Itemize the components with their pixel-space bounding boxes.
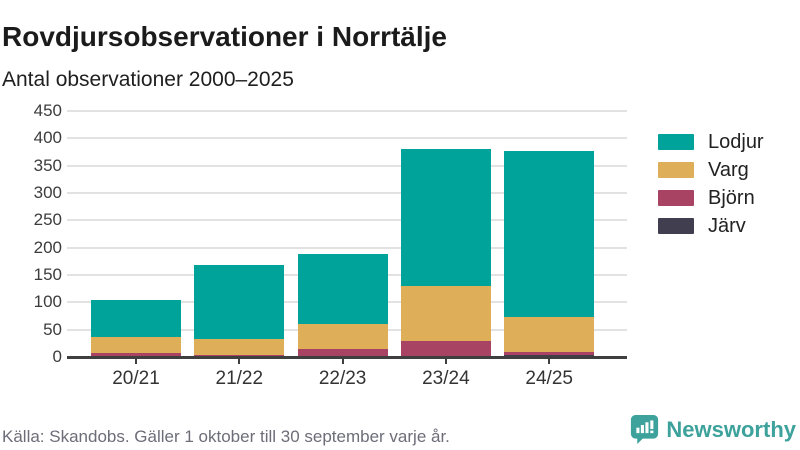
legend-item-lodjur: Lodjur xyxy=(658,128,764,156)
gridline xyxy=(67,110,627,112)
x-axis-label: 22/23 xyxy=(318,368,367,389)
legend-swatch xyxy=(658,134,694,150)
bar-segment-björn xyxy=(91,353,181,357)
bar-segment-varg xyxy=(194,338,285,356)
x-axis-label: 20/21 xyxy=(112,368,160,389)
brand-logo[interactable]: Newsworthy xyxy=(630,414,796,445)
y-axis-tick-label: 300 xyxy=(33,183,62,202)
x-axis-tick xyxy=(238,357,241,364)
y-axis-tick-label: 400 xyxy=(33,128,62,148)
bar-segment-björn xyxy=(297,348,388,357)
y-axis-tick-label: 200 xyxy=(33,237,62,257)
y-axis-tick-label: 450 xyxy=(33,101,62,120)
x-axis-label: 23/24 xyxy=(422,368,470,389)
bar-segment-varg xyxy=(91,336,181,354)
gridline xyxy=(67,137,627,140)
legend-item-järv: Järv xyxy=(658,212,764,240)
x-axis-tick xyxy=(548,357,551,364)
x-axis-tick xyxy=(444,357,447,364)
x-axis-label: 21/22 xyxy=(215,368,264,389)
legend-swatch xyxy=(658,162,694,178)
x-axis-label: 24/25 xyxy=(525,368,573,389)
legend-item-björn: Björn xyxy=(658,184,764,212)
x-axis-tick xyxy=(135,357,137,364)
gridline xyxy=(67,192,627,194)
legend-label: Björn xyxy=(708,186,755,209)
y-axis-tick-label: 0 xyxy=(52,347,62,366)
legend-label: Lodjur xyxy=(708,130,764,153)
bar-segment-varg xyxy=(400,285,491,342)
bar-segment-lodjur xyxy=(91,299,181,337)
legend-swatch xyxy=(658,190,694,206)
y-axis-tick-label: 150 xyxy=(33,265,62,284)
gridline xyxy=(67,219,627,222)
legend-item-varg: Varg xyxy=(658,156,764,184)
gridline xyxy=(67,164,627,167)
chart-legend: Lodjur Varg Björn Järv xyxy=(658,128,764,240)
bar-segment-lodjur xyxy=(297,254,388,325)
y-axis-tick-label: 250 xyxy=(33,210,62,230)
legend-label: Varg xyxy=(708,158,749,181)
gridline xyxy=(67,246,627,249)
newsworthy-icon xyxy=(631,415,659,444)
brand-name: Newsworthy xyxy=(666,416,796,442)
source-note: Källa: Skandobs. Gäller 1 oktober till 3… xyxy=(2,427,450,446)
bar-segment-varg xyxy=(504,317,595,353)
bar-segment-lodjur xyxy=(194,265,285,339)
legend-swatch xyxy=(658,218,694,234)
bar-segment-varg xyxy=(297,324,388,349)
y-axis-tick-label: 100 xyxy=(33,292,62,312)
x-axis-tick xyxy=(341,357,344,364)
chart-subtitle: Antal observationer 2000–2025 xyxy=(2,68,294,91)
bar-segment-lodjur xyxy=(504,150,595,318)
bar-segment-lodjur xyxy=(400,149,491,286)
bar-segment-björn xyxy=(504,352,595,355)
page-title: Rovdjursobservationer i Norrtälje xyxy=(2,20,448,52)
bar-segment-järv xyxy=(504,354,595,357)
bar-segment-björn xyxy=(400,341,491,357)
x-axis-line xyxy=(67,356,627,359)
y-axis-tick-label: 350 xyxy=(33,155,62,175)
legend-label: Järv xyxy=(708,214,746,237)
y-axis-tick-label: 50 xyxy=(43,319,62,339)
